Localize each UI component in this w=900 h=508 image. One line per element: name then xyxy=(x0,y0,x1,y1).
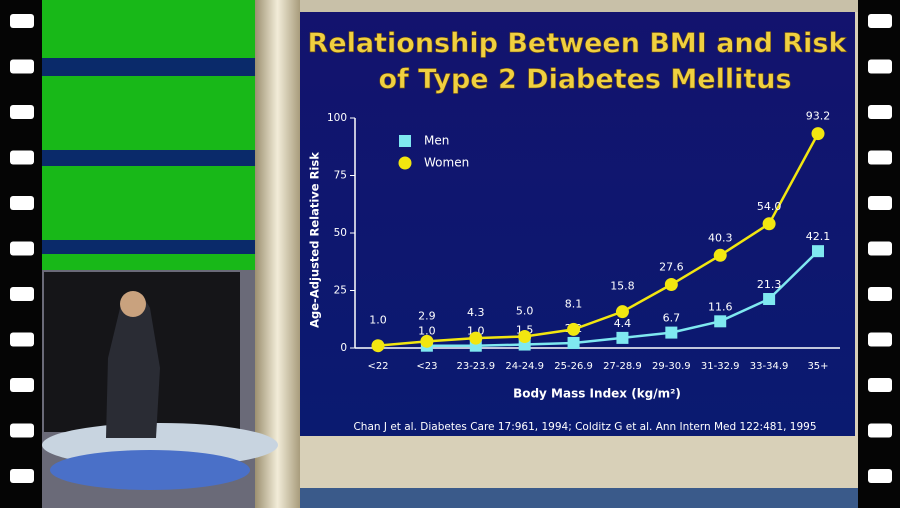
x-tick-label: 24-24.9 xyxy=(505,361,544,372)
film-hole xyxy=(868,150,892,165)
data-label: 4.3 xyxy=(467,306,485,319)
film-hole xyxy=(868,59,892,74)
chart-title: Relationship Between BMI and Risk of Type… xyxy=(308,28,848,95)
data-label: 27.6 xyxy=(659,261,684,274)
series-line xyxy=(377,133,820,347)
data-point xyxy=(518,330,532,343)
film-hole xyxy=(10,14,34,28)
citation: Chan J et al. Diabetes Care 17:961, 1994… xyxy=(353,421,816,433)
x-tick-label: 23-23.9 xyxy=(456,361,495,372)
slide xyxy=(300,12,855,436)
data-label: 5.0 xyxy=(516,305,534,318)
y-axis-label: Age-Adjusted Relative Risk xyxy=(308,152,322,328)
film-hole xyxy=(868,287,892,301)
film-hole xyxy=(10,59,34,74)
film-hole xyxy=(868,332,892,347)
film-hole xyxy=(10,196,34,210)
data-label: 15.8 xyxy=(610,280,635,293)
film-hole xyxy=(868,105,892,119)
data-label: 21.3 xyxy=(757,278,782,291)
legend-label: Women xyxy=(424,156,469,170)
data-point xyxy=(615,305,629,319)
y-tick-label: 75 xyxy=(334,170,347,182)
film-hole xyxy=(868,241,892,256)
x-axis-label: Body Mass Index (kg/m²) xyxy=(513,387,681,401)
legend-marker xyxy=(398,156,412,170)
film-hole xyxy=(868,469,892,483)
film-hole xyxy=(868,14,892,28)
data-label: 1.0 xyxy=(418,325,436,338)
data-point xyxy=(714,315,727,328)
data-point xyxy=(371,339,385,353)
film-hole xyxy=(868,378,892,392)
x-tick-label: <22 xyxy=(367,361,388,372)
y-tick-label: 25 xyxy=(334,285,347,297)
film-hole xyxy=(10,241,34,256)
data-label: 93.2 xyxy=(806,110,831,123)
data-point xyxy=(665,326,678,339)
data-label: 6.7 xyxy=(663,312,681,325)
x-tick-label: <23 xyxy=(416,361,437,372)
data-point xyxy=(567,336,580,349)
film-hole xyxy=(868,423,892,438)
data-label: 40.3 xyxy=(708,231,733,244)
y-tick-label: 50 xyxy=(334,227,347,239)
x-tick-label: 31-32.9 xyxy=(701,361,740,372)
film-hole xyxy=(10,469,34,483)
data-point xyxy=(664,278,678,292)
data-label: 2.9 xyxy=(418,309,436,322)
data-label: 8.1 xyxy=(565,297,583,310)
film-hole xyxy=(10,332,34,347)
data-point xyxy=(763,293,776,306)
film-hole xyxy=(10,378,34,392)
x-tick-label: 33-34.9 xyxy=(750,361,789,372)
background xyxy=(42,0,858,508)
data-point xyxy=(762,217,776,231)
x-tick-label: 25-26.9 xyxy=(554,361,593,372)
data-point xyxy=(567,322,581,336)
data-point xyxy=(812,245,824,258)
data-label: 4.4 xyxy=(614,317,632,330)
y-tick-label: 100 xyxy=(327,112,347,124)
legend-label: Men xyxy=(424,134,449,148)
film-hole xyxy=(10,423,34,438)
x-tick-label: 27-28.9 xyxy=(603,361,642,372)
legend-marker xyxy=(399,135,411,147)
data-label: 1.0 xyxy=(369,314,387,327)
film-hole xyxy=(868,196,892,210)
y-tick-label: 0 xyxy=(340,342,347,354)
film-hole xyxy=(10,150,34,165)
data-label: 42.1 xyxy=(806,230,831,243)
data-point xyxy=(713,248,727,262)
film-hole xyxy=(10,287,34,301)
film-hole xyxy=(10,105,34,119)
data-point xyxy=(811,127,825,141)
x-tick-label: 35+ xyxy=(807,361,828,372)
data-label: 11.6 xyxy=(708,300,733,313)
data-label: 54.0 xyxy=(757,200,782,213)
data-point xyxy=(616,331,629,344)
data-point xyxy=(420,334,434,348)
data-point xyxy=(469,331,483,345)
x-tick-label: 29-30.9 xyxy=(652,361,691,372)
